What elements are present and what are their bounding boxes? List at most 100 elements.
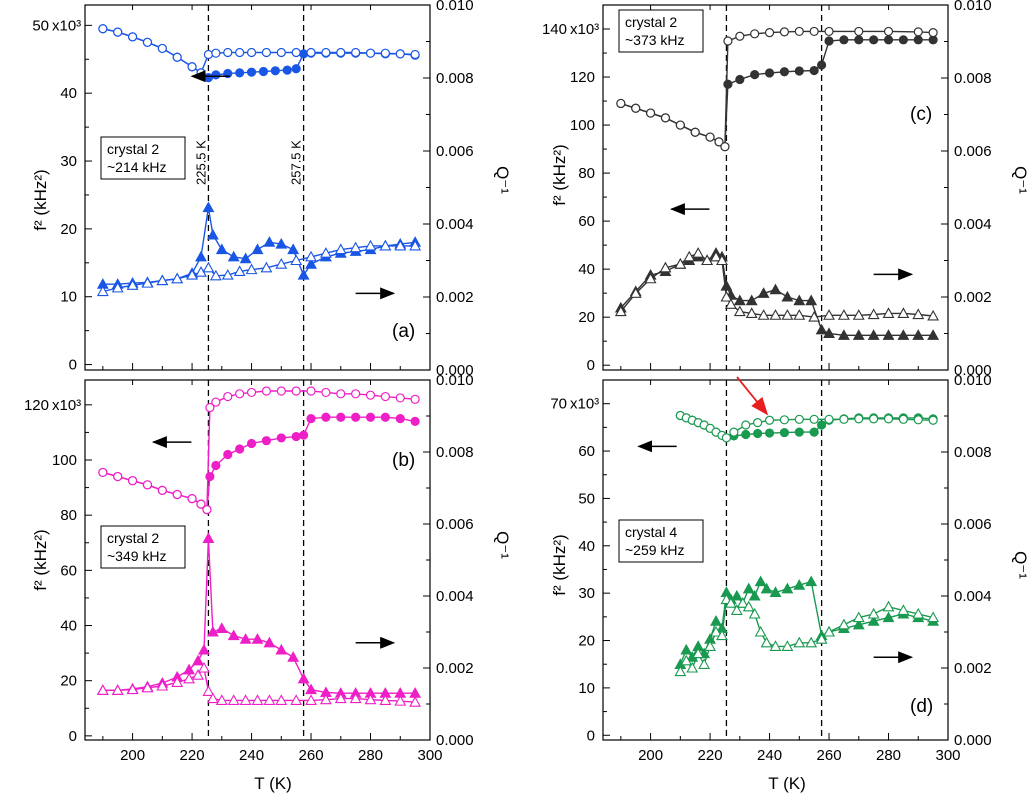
data-point xyxy=(793,636,806,648)
data-point xyxy=(816,420,827,430)
data-point xyxy=(141,276,154,288)
x-axis-title-right: T (K) xyxy=(768,774,805,793)
data-point xyxy=(716,629,728,641)
crystal-info-text: ~373 kHz xyxy=(625,32,685,48)
data-point xyxy=(246,438,257,449)
data-point xyxy=(867,308,880,320)
data-point xyxy=(729,427,739,437)
right-tick-label: 0.006 xyxy=(954,143,992,160)
data-point xyxy=(334,692,347,704)
right-tick-label: 0.002 xyxy=(954,289,992,306)
data-point xyxy=(680,654,693,666)
data-point xyxy=(395,49,405,59)
data-point xyxy=(192,669,204,680)
data-point xyxy=(233,265,246,277)
data-point xyxy=(410,394,420,404)
panel-c: 0 20 40 60 80 100 120 140 x10³ 0.000 0.002 0.004 0.0… xyxy=(542,0,992,379)
data-point xyxy=(714,137,724,147)
data-point xyxy=(748,589,761,601)
data-point xyxy=(897,604,910,615)
data-point xyxy=(364,693,377,705)
data-point xyxy=(757,309,770,320)
data-point xyxy=(98,24,108,34)
left-tick-label: 50 xyxy=(578,490,595,507)
data-point xyxy=(808,310,821,322)
right-tick-label: 0.010 xyxy=(436,372,474,389)
data-point xyxy=(854,26,864,37)
data-point xyxy=(305,694,317,705)
data-point xyxy=(379,694,392,705)
data-point xyxy=(927,329,940,340)
data-point xyxy=(263,694,276,705)
data-point xyxy=(261,47,272,58)
series-line xyxy=(620,39,934,149)
data-point xyxy=(275,237,288,249)
right-tick-label: 0.008 xyxy=(954,444,992,461)
data-point xyxy=(809,427,819,437)
data-point xyxy=(716,254,728,266)
data-point xyxy=(171,272,184,284)
left-tick-label: 40 xyxy=(60,618,77,635)
crystal-info-box xyxy=(618,9,704,53)
data-point xyxy=(852,611,865,623)
data-point xyxy=(824,414,834,424)
data-point xyxy=(282,65,292,75)
data-point xyxy=(815,633,828,644)
data-point xyxy=(275,643,288,655)
left-tick-label: 20 xyxy=(578,309,595,326)
right-tick-label: 0.008 xyxy=(436,70,474,87)
data-point xyxy=(794,414,804,424)
right-tick-label: 0.004 xyxy=(436,588,474,605)
data-point xyxy=(113,27,123,37)
data-point xyxy=(852,329,865,340)
data-point xyxy=(276,386,286,396)
data-point xyxy=(675,120,685,130)
data-point xyxy=(365,390,376,400)
data-point xyxy=(882,611,895,623)
data-point xyxy=(753,418,763,428)
data-point xyxy=(156,679,169,691)
left-tick-label: 10 xyxy=(578,680,595,697)
data-point xyxy=(869,35,879,45)
x-tick-label: 220 xyxy=(180,747,205,764)
data-point xyxy=(206,625,219,637)
left-tick-label: 60 xyxy=(60,562,77,579)
data-point xyxy=(674,665,687,677)
data-point xyxy=(172,52,182,62)
data-point xyxy=(275,694,288,705)
data-point xyxy=(869,414,879,424)
left-tick-label: 30 xyxy=(578,585,595,602)
data-point xyxy=(660,113,671,123)
data-point xyxy=(779,27,790,37)
x-tick-label: 200 xyxy=(120,747,145,764)
data-point xyxy=(736,597,749,608)
data-point xyxy=(730,589,743,601)
data-point xyxy=(741,429,751,440)
data-point xyxy=(211,397,221,407)
panel-label: (d) xyxy=(910,696,933,717)
data-point xyxy=(223,391,233,402)
data-point xyxy=(760,582,773,594)
data-point xyxy=(733,305,746,317)
left-axis-title-c: f² (kHz²) xyxy=(550,144,569,205)
data-point xyxy=(211,48,221,58)
data-point xyxy=(127,476,138,486)
data-point xyxy=(198,661,210,673)
data-point xyxy=(298,430,309,440)
left-exponent-label: x10³ xyxy=(570,21,599,38)
data-point xyxy=(898,414,908,424)
data-point xyxy=(912,329,925,340)
data-point xyxy=(394,239,407,251)
data-point xyxy=(882,307,895,318)
data-point xyxy=(769,283,782,295)
data-point xyxy=(410,416,420,426)
data-point xyxy=(246,387,257,398)
data-point xyxy=(126,279,139,290)
data-point xyxy=(764,415,775,425)
crystal-info-text: ~259 kHz xyxy=(625,542,685,558)
data-point xyxy=(258,66,269,77)
data-point xyxy=(913,415,923,425)
data-point xyxy=(287,651,300,662)
right-axis-title-b: Q⁻¹ xyxy=(493,531,512,559)
x-tick-label: 300 xyxy=(417,747,442,764)
